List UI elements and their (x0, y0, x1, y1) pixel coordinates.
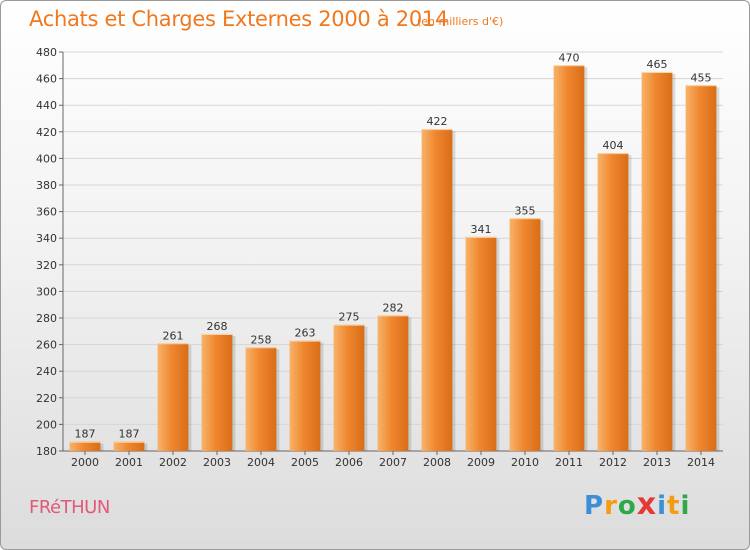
y-tick-label: 460 (36, 73, 57, 86)
bar-2005 (289, 340, 321, 451)
data-label-2003: 268 (207, 320, 228, 333)
logo-letter: t (667, 491, 681, 521)
y-tick-label: 320 (36, 259, 57, 272)
x-tick-label-2009: 2009 (467, 456, 495, 469)
y-tick-label: 480 (36, 46, 57, 59)
data-label-2008: 422 (427, 115, 448, 128)
data-label-2014: 455 (691, 71, 712, 84)
y-tick-label: 180 (36, 445, 57, 458)
data-label-2004: 258 (251, 333, 272, 346)
logo-letter: i (657, 491, 668, 521)
chart-unit-note: (en milliers d'€) (417, 15, 504, 28)
x-tick-label-2008: 2008 (423, 456, 451, 469)
proxiti-logo: Proxiti (584, 487, 690, 522)
data-label-2013: 465 (647, 58, 668, 71)
y-tick-label: 240 (36, 365, 57, 378)
chart-title: Achats et Charges Externes 2000 à 2014 (29, 7, 449, 31)
data-label-2007: 282 (383, 301, 404, 314)
bar-2003 (201, 333, 233, 451)
logo-letter: o (617, 491, 637, 521)
axes: 180 200 220 240 260 280 300 320 340 360 380 400 420 4… (36, 46, 723, 469)
y-tick-label: 340 (36, 232, 57, 245)
data-label-2001: 187 (119, 428, 140, 441)
y-tick-label: 440 (36, 99, 57, 112)
bar-2014 (685, 85, 717, 451)
logo-letter: i (680, 491, 691, 521)
data-label-2010: 355 (515, 204, 536, 217)
x-tick-label-2007: 2007 (379, 456, 407, 469)
city-name: FRéTHUN (29, 497, 110, 518)
y-tick-label: 260 (36, 339, 57, 352)
x-tick-label-2010: 2010 (511, 456, 539, 469)
y-tick-label: 420 (36, 126, 57, 139)
y-tick-label: 400 (36, 152, 57, 165)
x-tick-label-2006: 2006 (335, 456, 363, 469)
data-label-2011: 470 (559, 51, 580, 64)
y-tick-label: 220 (36, 392, 57, 405)
bar-2011 (553, 65, 585, 452)
data-label-2012: 404 (603, 139, 624, 152)
data-label-2002: 261 (163, 329, 184, 342)
x-tick-label-2012: 2012 (599, 456, 627, 469)
x-tick-label-2001: 2001 (115, 456, 143, 469)
bar-2004 (245, 347, 277, 451)
bar-2012 (597, 153, 629, 451)
bar-2009 (465, 236, 497, 451)
bars (69, 65, 720, 452)
bar-2008 (421, 129, 453, 451)
logo-letter: x (636, 487, 658, 522)
bar-2010 (509, 218, 541, 451)
bar-2001 (113, 441, 145, 451)
data-label-2000: 187 (75, 428, 96, 441)
x-tick-label-2004: 2004 (247, 456, 275, 469)
y-tick-label: 300 (36, 285, 57, 298)
bar-2000 (69, 441, 101, 451)
x-tick-label-2013: 2013 (643, 456, 671, 469)
x-tick-label-2011: 2011 (555, 456, 583, 469)
data-labels: 187 187 261 268 258 263 275 282 422 341 355 470 404 4… (75, 51, 712, 440)
x-tick-label-2003: 2003 (203, 456, 231, 469)
x-tick-label-2002: 2002 (159, 456, 187, 469)
x-tick-label-2014: 2014 (687, 456, 715, 469)
x-tick-label-2005: 2005 (291, 456, 319, 469)
y-tick-label: 360 (36, 206, 57, 219)
x-tick-label-2000: 2000 (71, 456, 99, 469)
data-label-2009: 341 (471, 223, 492, 236)
data-label-2006: 275 (339, 311, 360, 324)
y-tick-label: 280 (36, 312, 57, 325)
logo-letter: r (604, 491, 618, 521)
bar-2006 (333, 324, 365, 451)
bar-2002 (157, 343, 189, 451)
bar-2007 (377, 315, 409, 451)
bar-2013 (641, 71, 673, 451)
data-label-2005: 263 (295, 327, 316, 340)
logo-letter: P (584, 491, 605, 521)
y-tick-label: 200 (36, 418, 57, 431)
y-tick-label: 380 (36, 179, 57, 192)
